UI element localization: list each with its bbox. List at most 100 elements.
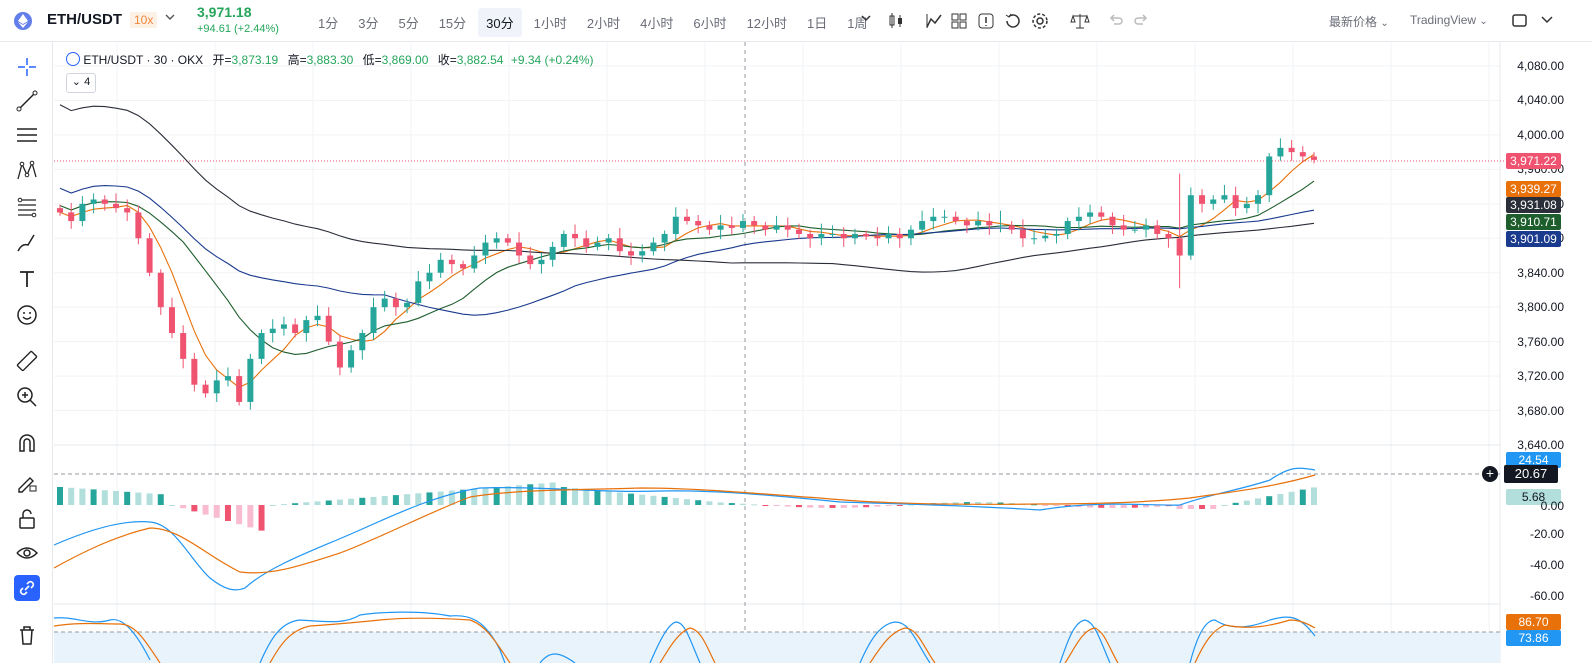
undo-icon[interactable] [1108,12,1124,31]
compare-scale-icon[interactable] [1070,12,1090,33]
candle-body [1187,195,1194,256]
lock-pencil-icon[interactable] [14,470,40,496]
alert-icon[interactable] [977,12,995,33]
parallel-lines-icon[interactable] [14,122,40,148]
settings-gear-icon[interactable] [1031,12,1049,33]
drawing-toolbar [0,42,53,663]
interval-tab-3m[interactable]: 3分 [358,16,379,31]
interval-tab-6h[interactable]: 6小时 [693,16,727,31]
candle-body [616,238,623,252]
trash-icon[interactable] [14,622,40,648]
chevron-down-icon[interactable] [1540,12,1554,29]
macd-bar [975,502,982,505]
candle-body [68,212,75,222]
macd-bar [572,488,579,505]
macd-bar [1098,505,1105,508]
legend-low: 3,869.00 [381,53,429,67]
candle-body [1075,216,1082,222]
fib-icon[interactable] [14,194,40,220]
ma-label-3: 3,910.71 [1506,214,1561,230]
candle-body [1087,212,1094,217]
candle-body [1232,195,1239,209]
macd-bar [370,496,377,505]
candle-body [986,221,993,226]
emoji-icon[interactable] [14,302,40,328]
macd-bar [516,485,523,505]
macd-bar [1277,494,1284,505]
interval-tab-5m[interactable]: 5分 [398,16,419,31]
interval-tab-1w[interactable]: 1周 [847,16,868,31]
ruler-icon[interactable] [14,348,40,374]
indicator-collapse-button[interactable]: ⌄ 4 [66,73,96,93]
candle-type-icon[interactable] [887,12,905,33]
replay-icon[interactable] [1004,12,1022,33]
candle-body [773,225,780,230]
zoom-in-icon[interactable] [14,384,40,410]
macd-bar [829,505,836,508]
candle-body [706,225,713,230]
redo-icon[interactable] [1133,12,1149,31]
symbol-name[interactable]: ETH/USDT [47,11,122,28]
candle-body [572,233,579,239]
candle-body [907,229,914,239]
macd-bar [549,482,556,505]
indicators-icon[interactable] [925,12,943,33]
macd-tick-m60: -60.00 [1529,589,1564,603]
interval-tab-1d[interactable]: 1日 [807,16,828,31]
candle-body [941,216,948,218]
candle-body [57,208,63,213]
templates-icon[interactable] [950,12,968,33]
interval-tab-30m[interactable]: 30分 [478,8,522,37]
macd-bar [247,505,254,528]
macd-bar [1311,487,1317,505]
brush-icon[interactable] [14,230,40,256]
crosshair-icon[interactable] [14,54,40,80]
add-alert-icon[interactable]: + [1482,466,1498,482]
candle-body [560,233,567,247]
candle-body [292,324,299,334]
interval-tab-15m[interactable]: 15分 [438,16,467,31]
unlock-icon[interactable] [14,506,40,532]
text-icon[interactable] [14,266,40,292]
macd-bar [112,491,119,505]
interval-tab-2h[interactable]: 2小时 [586,16,621,31]
macd-bar [583,489,590,505]
macd-bar [818,505,825,508]
candle-body [818,233,825,239]
macd-bar [1143,505,1150,508]
candle-body [1221,195,1228,200]
macd-bar [493,487,500,505]
interval-tab-1m[interactable]: 1分 [318,16,339,31]
eye-icon[interactable] [14,540,40,566]
price-tick: 3,720.00 [1517,369,1564,384]
link-icon[interactable] [14,575,40,601]
interval-tab-12h[interactable]: 12小时 [746,16,788,31]
candle-body [146,238,153,273]
candle-body [258,333,265,359]
candle-body [1120,225,1127,230]
pattern-icon[interactable] [14,158,40,184]
candle-body [202,384,209,394]
more-intervals-chevron-icon[interactable] [860,12,872,27]
price-tick: 4,080.00 [1517,59,1564,73]
candle-body [90,199,97,204]
candle-body [1199,195,1206,204]
chart-engine-select[interactable]: TradingView ⌄ [1410,13,1488,27]
price-tick: 3,680.00 [1517,403,1564,418]
interval-tab-4h[interactable]: 4小时 [640,16,674,31]
candle-body [1109,216,1116,226]
chevron-down-icon[interactable] [165,12,175,24]
candle-body [303,320,310,334]
fullscreen-icon[interactable] [1511,12,1528,32]
candle-body [336,341,343,368]
price-type-select[interactable]: 最新价格 ⌄ [1329,15,1389,29]
macd-bar [863,505,870,508]
macd-bar [751,504,758,506]
interval-tab-1h[interactable]: 1小时 [533,16,567,31]
leverage-badge: 10x [130,12,158,28]
magnet-icon[interactable] [14,430,40,456]
trend-line-icon[interactable] [14,88,40,114]
legend-change: +9.34 (+0.24%) [510,53,594,67]
candle-body [527,255,534,265]
